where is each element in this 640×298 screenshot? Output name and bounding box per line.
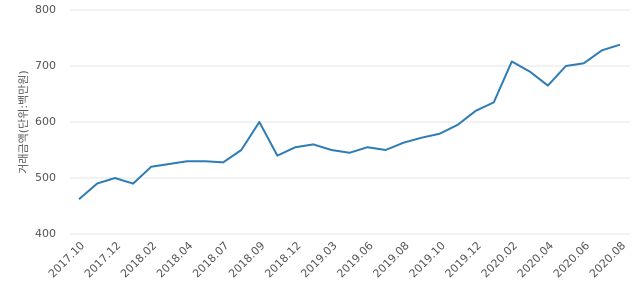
x-tick-label: 2018.02: [118, 239, 159, 280]
x-tick-label: 2018.07: [190, 239, 231, 280]
x-tick-label: 2020.02: [479, 239, 520, 280]
y-tick-label: 500: [35, 171, 56, 184]
x-tick-label: 2019.03: [298, 239, 339, 280]
x-tick-label: 2019.08: [370, 239, 411, 280]
data-line: [78, 43, 621, 201]
x-tick-label: 2018.09: [226, 239, 267, 280]
x-tick-label: 2019.06: [334, 239, 375, 280]
x-tick-label: 2020.08: [587, 239, 628, 280]
y-tick-label: 600: [35, 115, 56, 128]
x-tick-label: 2017.12: [82, 239, 123, 280]
y-tick-label: 400: [35, 227, 56, 240]
x-tick-label: 2018.04: [154, 239, 195, 280]
y-tick-label: 800: [35, 3, 56, 16]
x-tick-label: 2017.10: [46, 239, 87, 280]
x-tick-label: 2018.12: [262, 239, 303, 280]
x-tick-label: 2019.10: [407, 239, 448, 280]
x-tick-label: 2019.12: [443, 239, 484, 280]
y-axis-title: 거래금액(단위:백만원): [17, 70, 30, 173]
x-tick-label: 2020.04: [515, 239, 556, 280]
x-tick-label: 2020.06: [551, 239, 592, 280]
y-tick-label: 700: [35, 59, 56, 72]
